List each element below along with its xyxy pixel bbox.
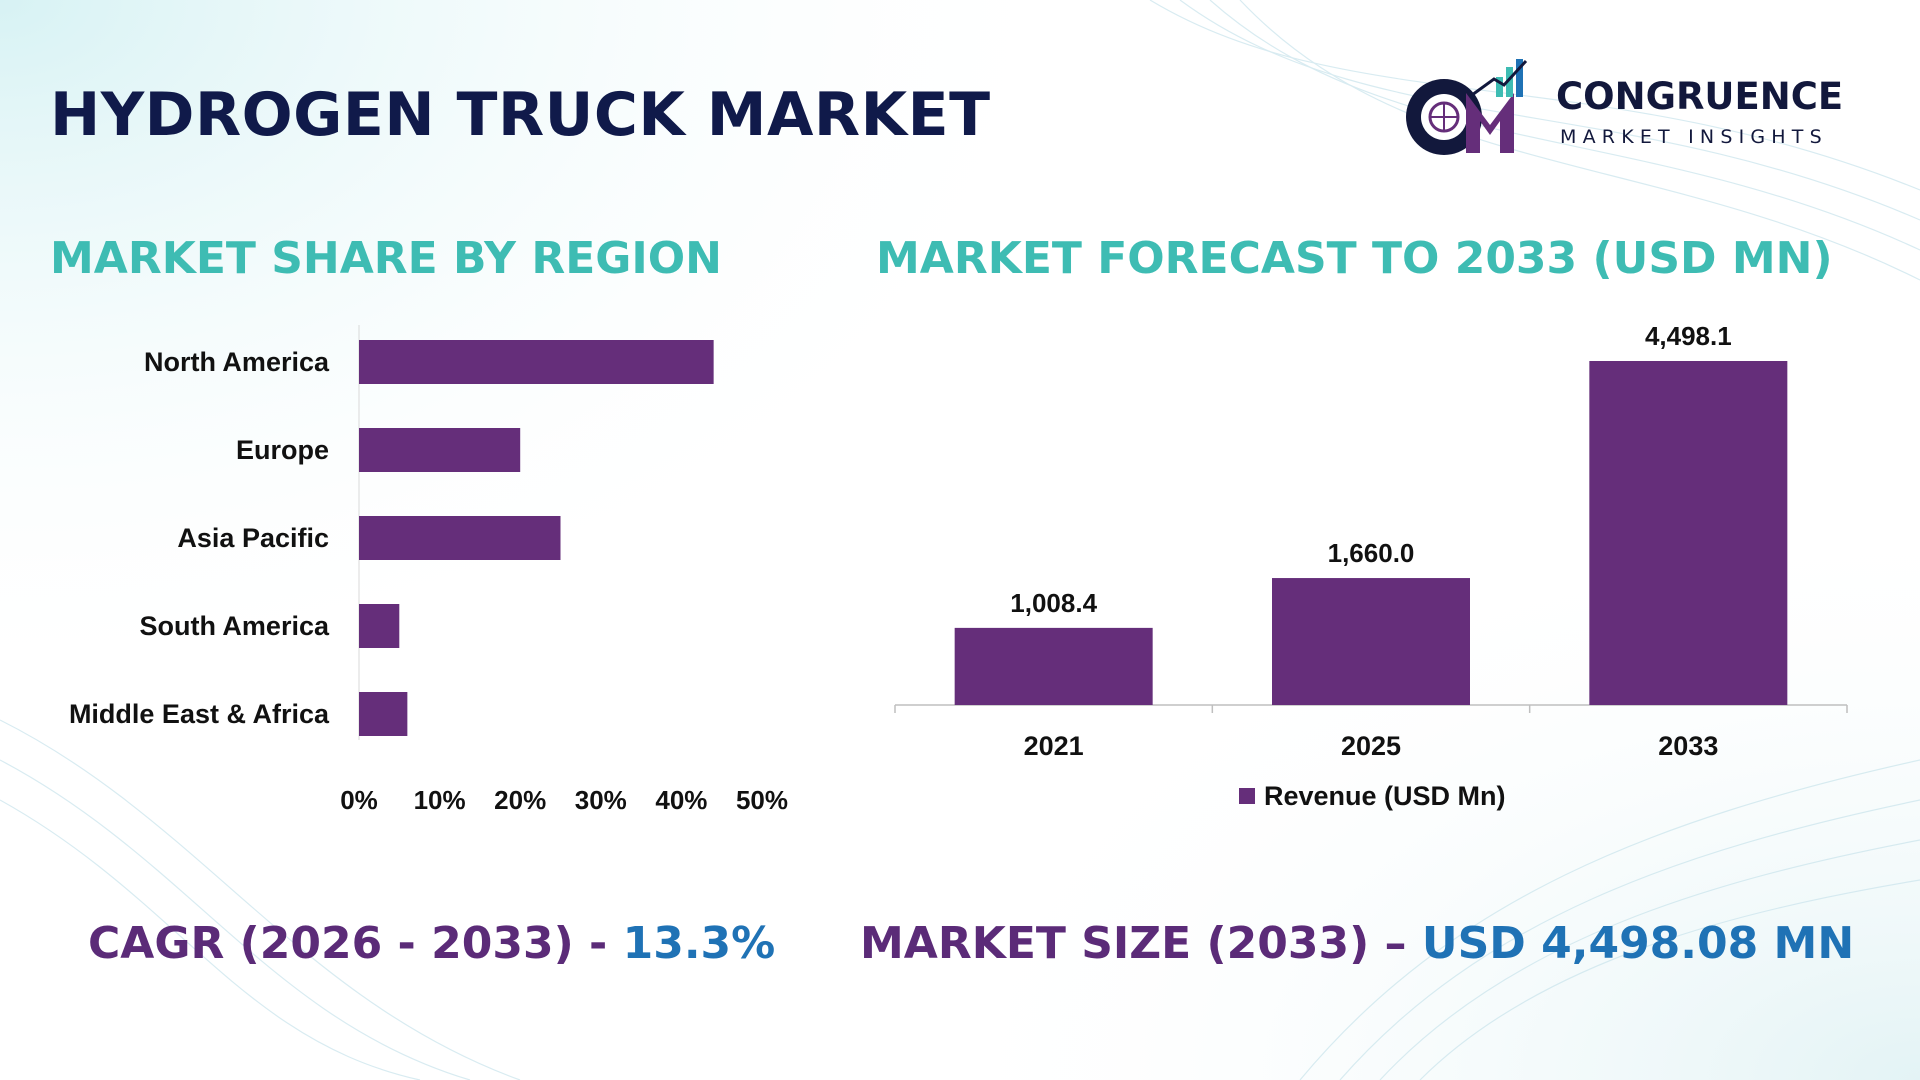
brand-tagline: MARKET INSIGHTS <box>1560 126 1828 148</box>
region-category-label: North America <box>144 347 330 377</box>
region-bar <box>359 692 408 736</box>
forecast-bar <box>954 627 1153 705</box>
forecast-chart: 1,008.4 2021 1,660.0 2025 4,498.1 2033 Revenue… <box>894 321 1848 811</box>
region-tick-label: 40% <box>655 785 707 815</box>
region-tick-label: 20% <box>494 785 546 815</box>
region-bar <box>359 604 400 648</box>
region-bar <box>359 428 521 472</box>
cagr-label: CAGR (2026 - 2033) - <box>88 918 623 969</box>
market-size-value: USD 4,498.08 MN <box>1421 918 1855 969</box>
cagr-kpi: CAGR (2026 - 2033) - 13.3% <box>88 918 775 969</box>
region-category-label: Asia Pacific <box>177 523 329 553</box>
region-tick-label: 0% <box>340 785 378 815</box>
cagr-value: 13.3% <box>622 918 776 969</box>
forecast-category-label: 2025 <box>1341 731 1401 761</box>
page-title: HYDROGEN TRUCK MARKET <box>50 80 991 150</box>
brand-logo: CONGRUENCE MARKET INSIGHTS <box>1400 55 1880 160</box>
forecast-bar <box>1272 578 1470 705</box>
region-category-label: Europe <box>236 435 329 465</box>
market-size-kpi: MARKET SIZE (2033) – USD 4,498.08 MN <box>860 918 1854 969</box>
region-tick-label: 30% <box>575 785 627 815</box>
market-size-label: MARKET SIZE (2033) – <box>860 918 1422 969</box>
legend-label: Revenue (USD Mn) <box>1264 781 1506 811</box>
forecast-chart-title: MARKET FORECAST TO 2033 (USD MN) <box>876 233 1833 284</box>
region-tick-label: 10% <box>414 785 466 815</box>
forecast-category-label: 2021 <box>1024 731 1084 761</box>
forecast-category-label: 2033 <box>1658 731 1718 761</box>
brand-name: CONGRUENCE <box>1556 75 1844 118</box>
forecast-data-label: 1,008.4 <box>1010 588 1097 618</box>
region-bar <box>359 516 561 560</box>
legend-swatch <box>1239 788 1255 804</box>
forecast-bar <box>1589 361 1788 705</box>
logo-mark-icon <box>1406 59 1528 155</box>
region-tick-label: 50% <box>736 785 788 815</box>
region-category-label: South America <box>139 611 330 641</box>
forecast-data-label: 4,498.1 <box>1645 321 1732 351</box>
region-chart-title: MARKET SHARE BY REGION <box>50 233 722 284</box>
region-bar <box>359 340 714 384</box>
region-share-chart: North America Europe Asia Pacific South Ame… <box>69 325 788 815</box>
region-category-label: Middle East & Africa <box>69 699 330 729</box>
forecast-data-label: 1,660.0 <box>1328 538 1415 568</box>
